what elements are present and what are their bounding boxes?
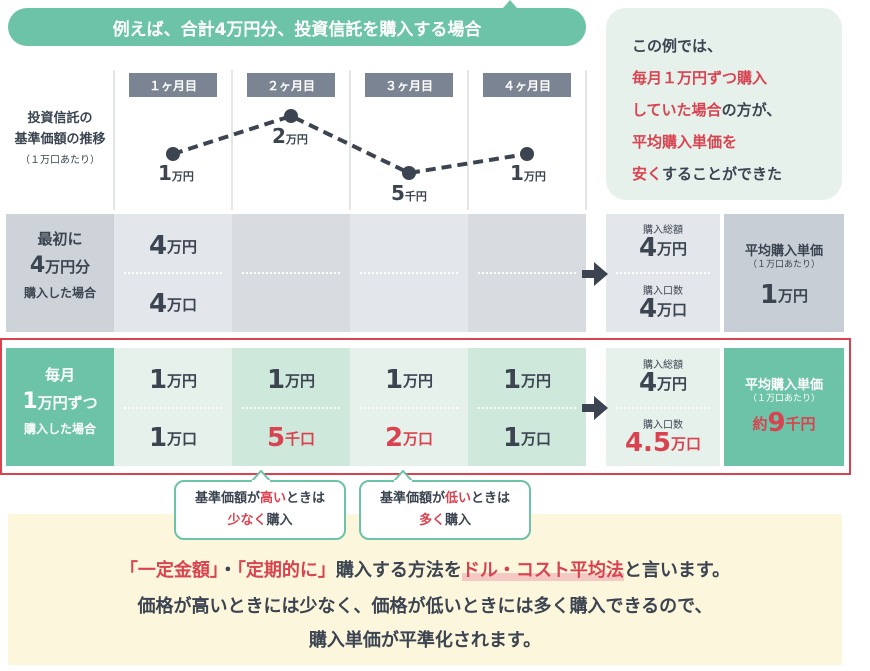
monthly-header: 毎月 1万円ずつ 購入した場合 [6,364,114,437]
monthly-avg-bg [724,348,844,466]
monthly-avg-title: 平均購入単価 [744,378,823,393]
monthly-highlight-frame [0,338,851,475]
monthly-divider-4 [478,407,576,409]
month-tag-4: ４ヶ月目 [483,73,571,97]
lump-qty-label: 購入口数 [643,286,683,297]
monthly-units-3: 2 万口 [384,423,434,453]
callout-low-price: 基準価額が低いときは 多く購入 [359,480,531,540]
chart-gridlines [113,70,587,210]
chart-points [166,109,534,180]
lump-total-value: 4 万円 [638,233,688,263]
lump-divider-total [616,272,710,274]
monthly-divider-3 [360,407,458,409]
monthly-units-4: 1 万口 [502,423,552,453]
monthly-head-3: 購入した場合 [23,422,96,436]
summary-line-2: 価格が高いときには少なく、価格が低いときには多く購入できるので、 [137,596,713,617]
lump-avg-title: 平均購入単価 [744,244,823,259]
monthly-total-value: 4 万円 [638,368,688,398]
price-label-3: 5千円 [391,181,427,205]
price-point-4 [520,147,534,161]
price-label-4: 1万円 [510,161,546,185]
monthly-avg-value: 約 9 千円 [752,408,816,438]
price-point-2 [284,109,298,123]
price-point-3 [402,166,416,180]
price-label-2: 2万円 [272,124,308,148]
lump-divider-3 [360,272,458,274]
title-text: 例えば、合計4万円分、投資信託を購入する場合 [112,19,482,40]
lump-divider-4 [478,272,576,274]
callout-pointer [250,470,272,482]
lump-avg-bg [724,214,844,332]
price-label-1: 1万円 [158,161,194,185]
lump-head-2: 4万円分 [29,253,91,278]
monthly-header-bg [6,348,114,466]
summary-line-1: 「一定金額」・「定期的に」購入する方法をドル・コスト平均法と言います。 [119,560,731,581]
lump-total-label: 購入総額 [643,225,683,236]
lump-head-3: 購入した場合 [23,286,96,300]
lump-amount: 4 万円 [148,231,198,261]
lump-divider-2 [242,272,340,274]
chart-label-line-2: 基準価額の推移 [14,132,106,147]
chart-label-sub: （１万口あたり） [20,155,100,166]
lump-header: 最初に 4万円分 購入した場合 [6,228,114,301]
example-line-1: この例では、 [632,37,723,55]
monthly-divider-1 [124,407,222,409]
lump-avg-sub: （１万口あたり） [747,260,820,270]
monthly-units-1: 1 万口 [148,423,198,453]
arrow-right-icon [582,262,608,286]
lump-head-1: 最初に [37,230,83,248]
month-tag-2: ２ヶ月目 [247,73,335,97]
example-line-3: していた場合の方が、 [632,101,782,119]
example-line-5: 安くすることができた [632,165,783,183]
monthly-total-label: 購入総額 [643,360,683,371]
monthly-amount-4: 1 万円 [502,365,552,395]
monthly-amount-2: 1 万円 [266,365,316,395]
title-notch [503,0,517,8]
arrow-right-icon [582,396,608,420]
month-tag-1: １ヶ月目 [129,73,217,97]
chart-label: 投資信託の 基準価額の推移 （１万口あたり） [10,108,110,171]
lump-qty-value: 4 万口 [638,294,688,324]
monthly-divider-total [616,407,710,409]
monthly-amount-1: 1 万円 [148,365,198,395]
month-tag-3: ３ヶ月目 [365,73,453,97]
example-line-4: 平均購入単価を [632,133,738,151]
monthly-qty-label: 購入口数 [643,420,683,431]
lump-avg-value: 1 万円 [759,280,809,310]
monthly-qty-value: 4.5 万口 [624,428,702,458]
lump-header-bg [6,214,114,332]
example-box: この例では、 毎月１万円ずつ購入 していた場合の方が、 平均購入単価を 安くする… [606,8,842,200]
example-line-2: 毎月１万円ずつ購入 [632,69,768,87]
title-banner: 例えば、合計4万円分、投資信託を購入する場合 [8,8,586,46]
chart-label-line-1: 投資信託の [27,111,93,126]
monthly-head-1: 毎月 [44,366,75,384]
callout-high-price: 基準価額が高いときは 少なく購入 [174,480,346,540]
callout-pointer [392,470,414,482]
monthly-avg-sub: （１万口あたり） [747,394,820,404]
summary-line-3: 購入単価が平準化されます。 [308,630,542,651]
monthly-head-2: 1万円ずつ [22,389,98,414]
monthly-units-2: 5 千口 [266,423,316,453]
lump-divider-1 [124,272,222,274]
monthly-amount-3: 1 万円 [384,365,434,395]
lump-units: 4 万口 [148,289,198,319]
price-point-1 [166,147,180,161]
monthly-divider-2 [242,407,340,409]
